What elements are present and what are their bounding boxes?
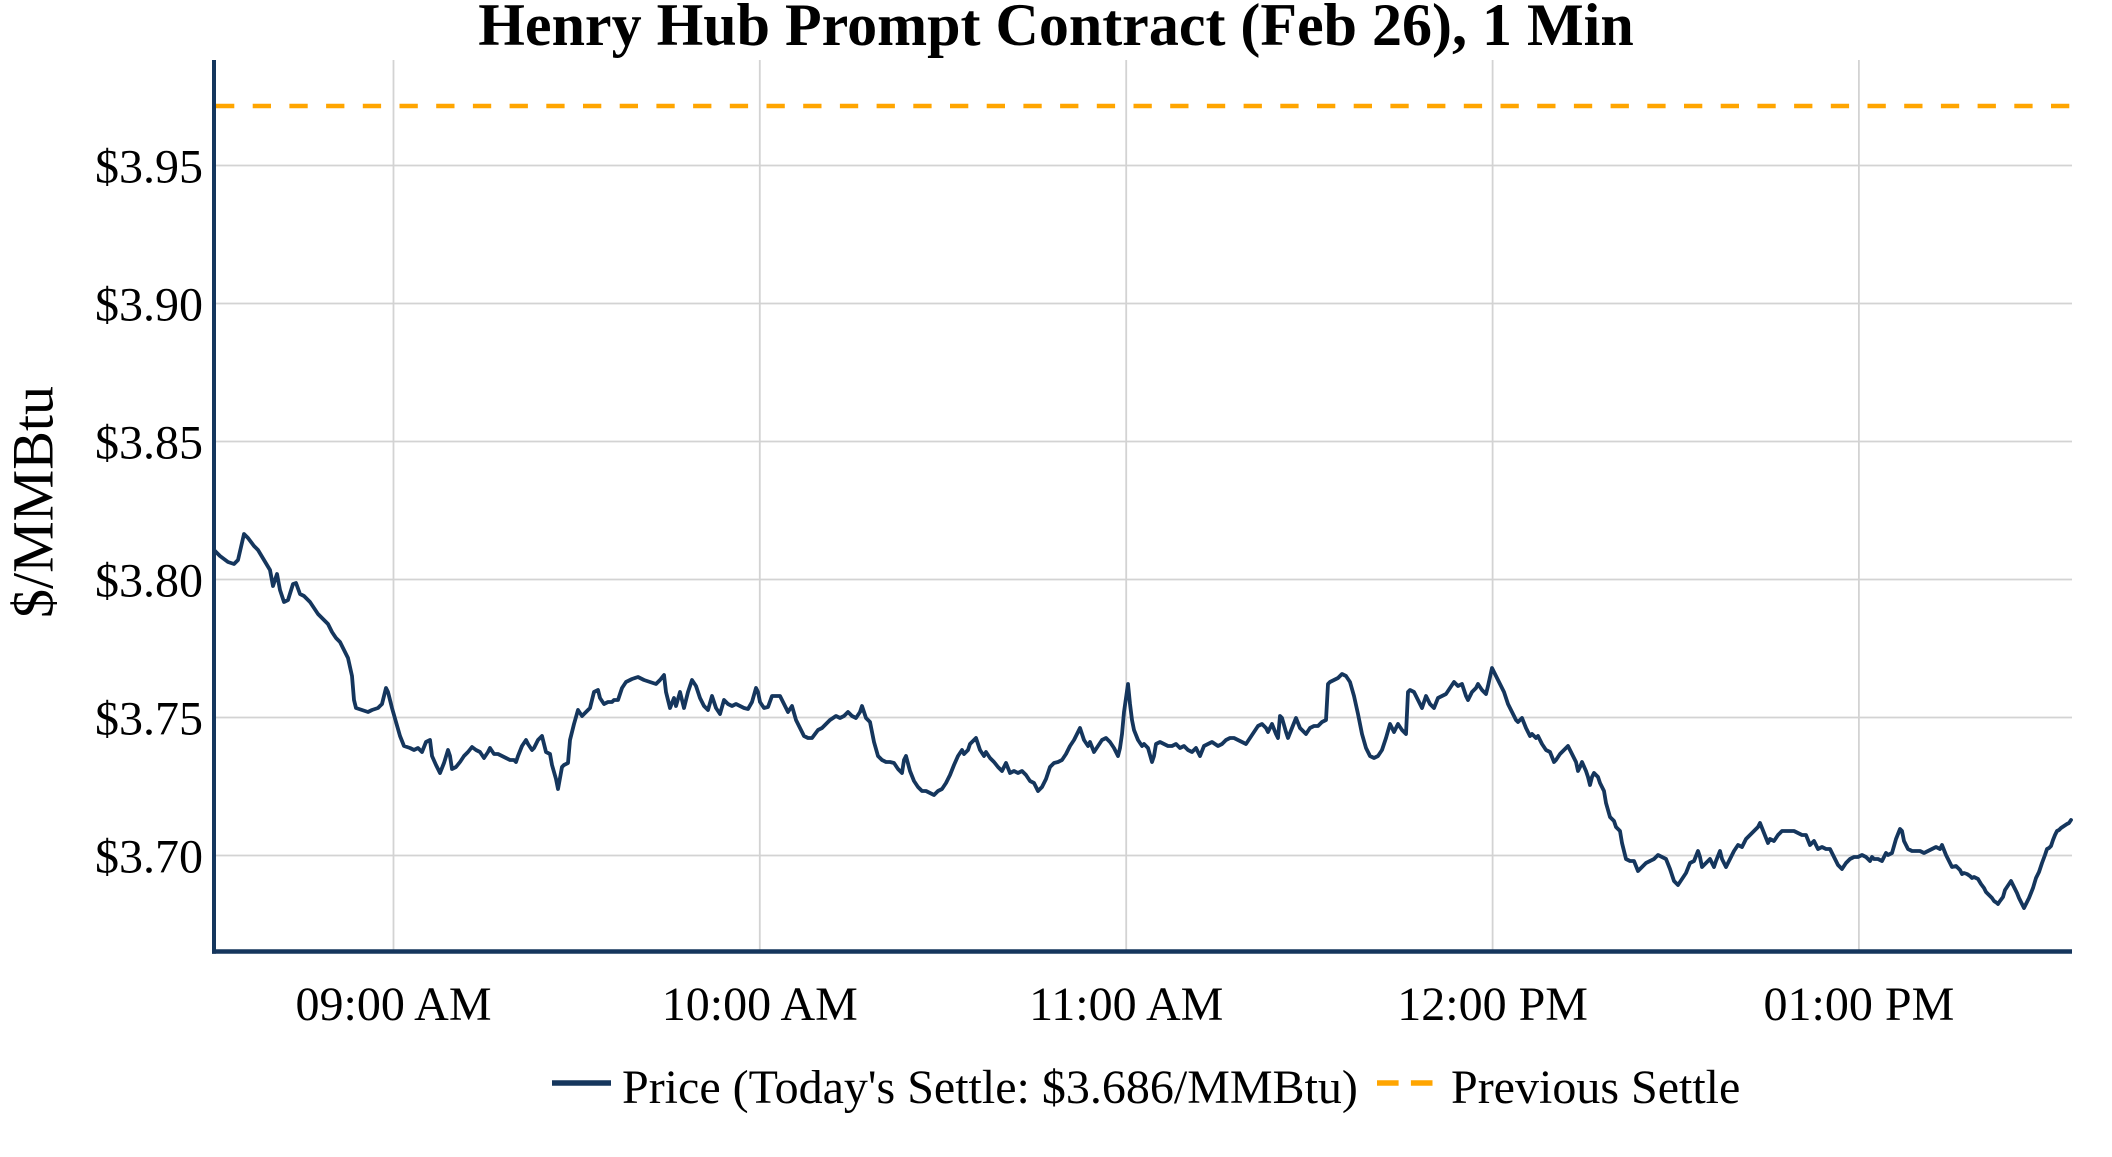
svg-text:Henry Hub Prompt Contract (Feb: Henry Hub Prompt Contract (Feb 26), 1 Mi…: [478, 0, 1633, 58]
svg-text:$/MMBtu: $/MMBtu: [1, 386, 66, 618]
svg-text:$3.95: $3.95: [95, 141, 203, 194]
svg-text:$3.75: $3.75: [95, 693, 203, 746]
svg-text:$3.70: $3.70: [95, 831, 203, 884]
svg-text:10:00 AM: 10:00 AM: [662, 978, 858, 1031]
svg-text:09:00 AM: 09:00 AM: [295, 978, 491, 1031]
svg-text:11:00 AM: 11:00 AM: [1029, 978, 1223, 1031]
svg-text:Price (Today's Settle: $3.686/: Price (Today's Settle: $3.686/MMBtu): [622, 1061, 1358, 1114]
svg-text:$3.90: $3.90: [95, 279, 203, 332]
svg-text:$3.85: $3.85: [95, 417, 203, 470]
svg-text:12:00 PM: 12:00 PM: [1397, 978, 1588, 1031]
svg-text:$3.80: $3.80: [95, 555, 203, 608]
svg-text:01:00 PM: 01:00 PM: [1764, 978, 1955, 1031]
svg-text:Previous Settle: Previous Settle: [1451, 1061, 1740, 1114]
